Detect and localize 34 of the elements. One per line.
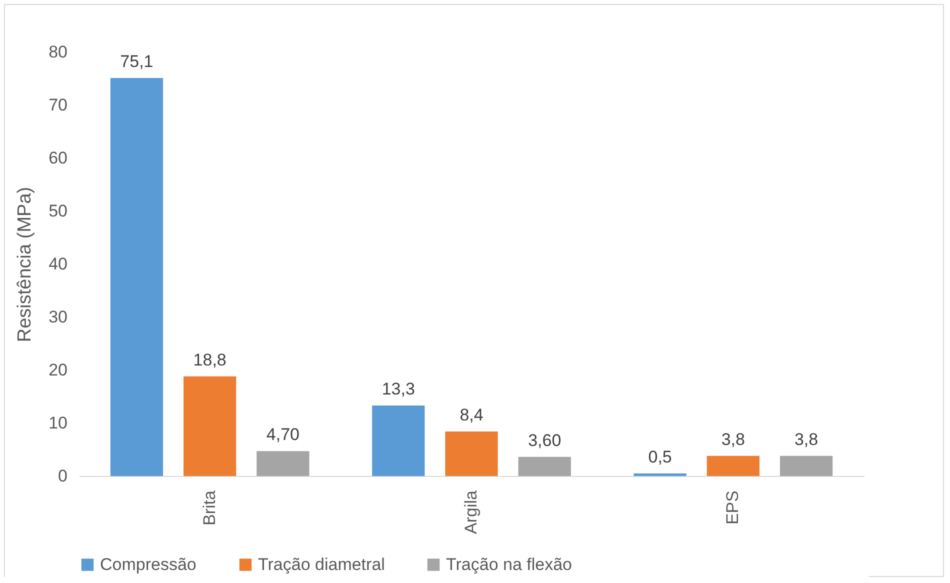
y-tick-label: 50 [48, 202, 68, 220]
legend-label: Compressão [100, 554, 196, 574]
x-tick-label: EPS [723, 490, 742, 525]
bar [518, 456, 571, 476]
data-label: 3,8 [794, 430, 818, 449]
y-axis-title: Resistência (MPa) [14, 186, 36, 342]
data-label: 8,4 [460, 405, 484, 424]
bar [256, 451, 310, 476]
y-tick-label: 60 [48, 148, 68, 168]
bar [706, 456, 760, 476]
data-label: 13,3 [382, 380, 415, 399]
y-tick-label: 10 [48, 414, 68, 432]
bar [445, 431, 498, 476]
data-label: 3,60 [528, 430, 562, 450]
bar [634, 473, 686, 476]
data-label: 4,70 [266, 425, 300, 444]
y-tick-label: 20 [48, 360, 68, 380]
x-tick-label: Brita [200, 490, 219, 526]
legend-label: Tração diametral [258, 554, 385, 574]
bar [184, 376, 236, 476]
bar [780, 456, 833, 476]
y-tick-label: 80 [48, 42, 68, 62]
y-tick-label: 30 [48, 308, 68, 326]
legend-label: Tração na flexão [446, 554, 572, 574]
data-label: 0,5 [648, 447, 672, 466]
data-label: 3,8 [721, 430, 745, 449]
bar [110, 78, 164, 476]
data-label: 75,1 [120, 52, 154, 71]
x-tick-label: Argila [462, 490, 480, 534]
data-label: 18,8 [193, 350, 226, 370]
y-tick-label: 70 [48, 96, 68, 114]
y-tick-label: 0 [58, 466, 68, 486]
bar [372, 406, 425, 476]
y-tick-label: 40 [48, 254, 68, 274]
